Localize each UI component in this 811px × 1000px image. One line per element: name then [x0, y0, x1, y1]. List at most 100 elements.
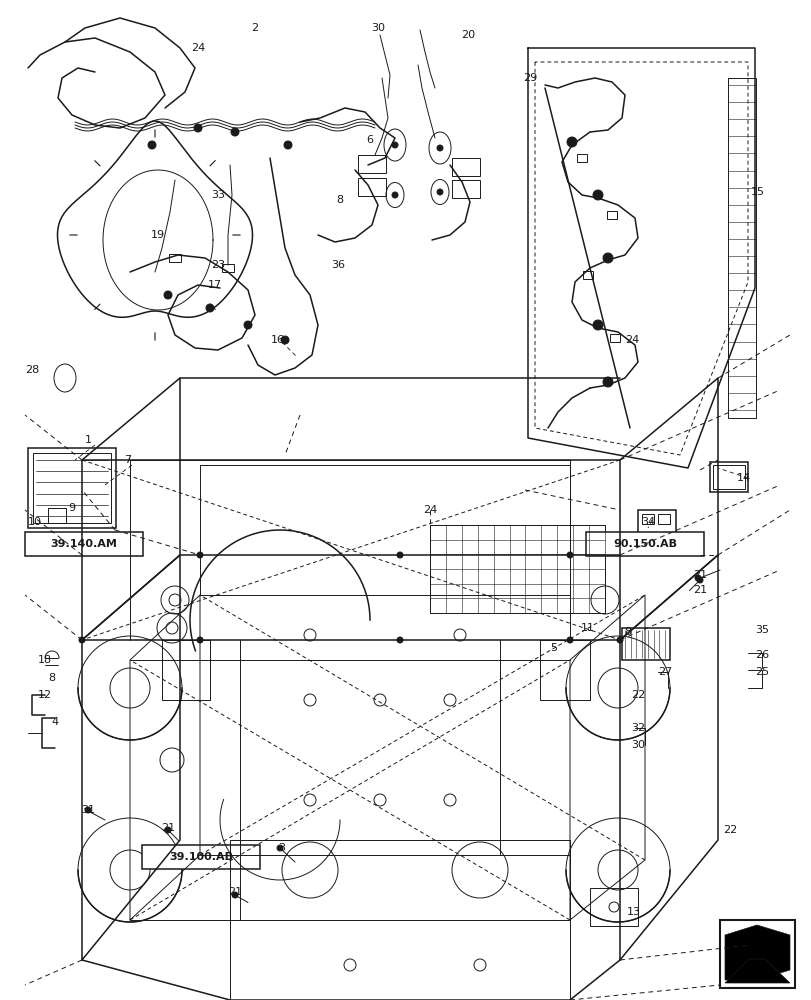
- Bar: [452, 158, 479, 176]
- Circle shape: [696, 577, 702, 583]
- Bar: [709, 462, 747, 492]
- Text: 20: 20: [461, 30, 474, 40]
- Text: 8: 8: [624, 627, 631, 637]
- Circle shape: [206, 304, 214, 312]
- Bar: [25, 532, 143, 556]
- Bar: [727, 78, 755, 418]
- Circle shape: [277, 845, 283, 851]
- Bar: [609, 334, 620, 342]
- Text: 21: 21: [692, 570, 706, 580]
- Bar: [221, 264, 234, 272]
- Text: 39.100.AB: 39.100.AB: [169, 852, 233, 862]
- Bar: [586, 532, 703, 556]
- Text: 2: 2: [251, 23, 258, 33]
- Circle shape: [165, 827, 171, 833]
- Circle shape: [392, 142, 397, 148]
- Text: 24: 24: [191, 43, 205, 53]
- Text: 9: 9: [68, 503, 75, 513]
- Circle shape: [197, 637, 203, 643]
- Bar: [582, 271, 592, 279]
- Text: 35: 35: [754, 625, 768, 635]
- Circle shape: [194, 124, 202, 132]
- Circle shape: [436, 145, 443, 151]
- Text: 13: 13: [626, 907, 640, 917]
- Bar: [28, 448, 116, 528]
- Text: 29: 29: [522, 73, 536, 83]
- Text: 31: 31: [81, 805, 95, 815]
- Text: 6: 6: [366, 135, 373, 145]
- Text: 11: 11: [581, 623, 594, 633]
- Text: 10: 10: [28, 517, 42, 527]
- Text: 12: 12: [38, 690, 52, 700]
- Circle shape: [284, 141, 292, 149]
- Bar: [621, 628, 669, 660]
- Circle shape: [392, 192, 397, 198]
- Circle shape: [566, 137, 577, 147]
- Text: 30: 30: [371, 23, 384, 33]
- Bar: [452, 180, 479, 198]
- Text: 17: 17: [208, 280, 221, 290]
- Bar: [657, 514, 669, 524]
- Text: 21: 21: [692, 585, 706, 595]
- Text: 90.150.AB: 90.150.AB: [612, 539, 676, 549]
- Circle shape: [232, 892, 238, 898]
- Bar: [142, 845, 260, 869]
- Text: 15: 15: [750, 187, 764, 197]
- Text: 5: 5: [550, 643, 557, 653]
- Bar: [430, 525, 604, 613]
- Bar: [712, 465, 744, 489]
- Bar: [642, 514, 653, 524]
- Text: 7: 7: [124, 455, 131, 465]
- Polygon shape: [724, 959, 789, 983]
- Circle shape: [566, 637, 573, 643]
- Bar: [590, 888, 637, 926]
- Circle shape: [694, 575, 700, 581]
- Text: 4: 4: [51, 717, 58, 727]
- Text: 19: 19: [151, 230, 165, 240]
- Text: 33: 33: [211, 190, 225, 200]
- Text: 16: 16: [271, 335, 285, 345]
- Polygon shape: [724, 925, 789, 980]
- Text: 8: 8: [49, 673, 55, 683]
- Text: 34: 34: [640, 517, 654, 527]
- Bar: [358, 178, 385, 196]
- Circle shape: [397, 637, 402, 643]
- Circle shape: [603, 377, 612, 387]
- Text: 28: 28: [25, 365, 39, 375]
- Circle shape: [197, 552, 203, 558]
- Circle shape: [230, 128, 238, 136]
- Text: 36: 36: [331, 260, 345, 270]
- Text: 3: 3: [278, 843, 285, 853]
- Text: 14: 14: [736, 473, 750, 483]
- Circle shape: [603, 253, 612, 263]
- Text: 39.140.AM: 39.140.AM: [50, 539, 118, 549]
- Text: 32: 32: [630, 723, 644, 733]
- Circle shape: [592, 320, 603, 330]
- Text: 26: 26: [754, 650, 768, 660]
- Text: 22: 22: [722, 825, 736, 835]
- Text: 24: 24: [624, 335, 638, 345]
- Text: 30: 30: [630, 740, 644, 750]
- Text: 21: 21: [228, 887, 242, 897]
- Bar: [169, 254, 181, 262]
- Text: 18: 18: [38, 655, 52, 665]
- Text: 24: 24: [423, 505, 436, 515]
- Circle shape: [85, 807, 91, 813]
- Circle shape: [148, 141, 156, 149]
- Text: 22: 22: [630, 690, 644, 700]
- Bar: [577, 154, 586, 162]
- Text: 21: 21: [161, 823, 175, 833]
- Bar: [48, 508, 66, 523]
- Bar: [637, 510, 676, 538]
- Text: 8: 8: [336, 195, 343, 205]
- Circle shape: [79, 637, 85, 643]
- Circle shape: [164, 291, 172, 299]
- Text: 27: 27: [657, 667, 672, 677]
- Bar: [33, 453, 111, 523]
- Circle shape: [566, 552, 573, 558]
- Circle shape: [616, 637, 622, 643]
- Bar: [607, 211, 616, 219]
- Text: 1: 1: [84, 435, 92, 445]
- Circle shape: [397, 552, 402, 558]
- Text: 25: 25: [754, 667, 768, 677]
